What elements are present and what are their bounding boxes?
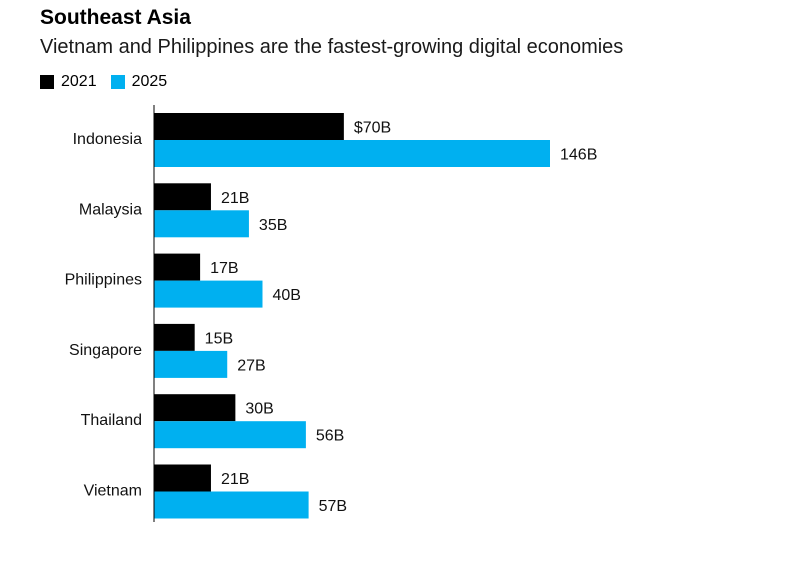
data-label-malaysia-2021: 21B: [221, 190, 249, 207]
data-label-philippines-2021: 17B: [210, 260, 238, 277]
data-label-singapore-2025: 27B: [237, 357, 265, 374]
bar-indonesia-2021: [154, 113, 344, 140]
data-label-indonesia-2025: 146B: [560, 147, 597, 164]
bar-indonesia-2025: [154, 140, 550, 167]
data-label-indonesia-2021: $70B: [354, 120, 391, 137]
data-label-singapore-2021: 15B: [205, 330, 233, 347]
bar-singapore-2021: [154, 323, 195, 351]
category-label-philippines: Philippines: [65, 272, 142, 289]
category-label-indonesia: Indonesia: [73, 131, 142, 148]
bar-philippines-2021: [154, 253, 201, 281]
bar-singapore-2025: [154, 350, 228, 378]
bar-malaysia-2025: [154, 210, 249, 238]
chart-subtitle: Vietnam and Philippines are the fastest-…: [40, 36, 624, 58]
category-label-vietnam: Vietnam: [84, 483, 142, 500]
legend-item-2025: 2025: [110, 73, 168, 91]
category-label-thailand: Thailand: [81, 412, 142, 429]
data-label-vietnam-2021: 21B: [221, 471, 249, 488]
bar-thailand-2025: [154, 421, 306, 449]
data-label-malaysia-2025: 35B: [259, 217, 287, 234]
bar-malaysia-2021: [154, 183, 211, 211]
bar-vietnam-2025: [154, 491, 309, 519]
data-label-thailand-2021: 30B: [245, 401, 273, 418]
data-label-philippines-2025: 40B: [272, 287, 300, 304]
data-label-vietnam-2025: 57B: [319, 498, 347, 515]
bar-vietnam-2021: [154, 464, 211, 492]
legend-swatch-2021: [40, 75, 54, 89]
legend-item-2021: 2021: [40, 73, 97, 91]
category-label-singapore: Singapore: [69, 342, 142, 359]
category-label-malaysia: Malaysia: [79, 201, 142, 218]
data-label-thailand-2025: 56B: [316, 428, 344, 445]
legend-label-2025: 2025: [131, 73, 168, 90]
bar-thailand-2021: [154, 394, 236, 422]
chart-legend: 2021 2025: [40, 71, 181, 93]
legend-label-2021: 2021: [61, 73, 97, 90]
chart-title: Southeast Asia: [40, 6, 191, 29]
bar-philippines-2025: [154, 280, 263, 308]
legend-swatch-2025: [110, 75, 125, 89]
